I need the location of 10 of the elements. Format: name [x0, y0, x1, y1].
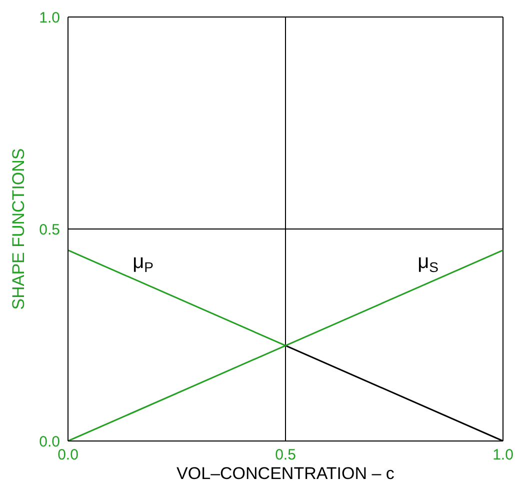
series-label: μ$_{P}$: [132, 251, 154, 276]
y-tick-label: 0.5: [39, 221, 60, 238]
x-tick-label: 1.0: [492, 446, 514, 464]
x-axis-title: VOL–CONCENTRATION – c: [176, 464, 395, 483]
x-tick-label: 0.5: [275, 446, 296, 464]
y-tick-label: 1.0: [39, 9, 60, 26]
y-tick-label: 0.0: [39, 433, 60, 450]
series-label: μ$_{S}$: [418, 251, 438, 276]
x-tick-label: 0.0: [58, 446, 78, 464]
y-axis-title: SHAPE FUNCTIONS: [9, 148, 28, 310]
